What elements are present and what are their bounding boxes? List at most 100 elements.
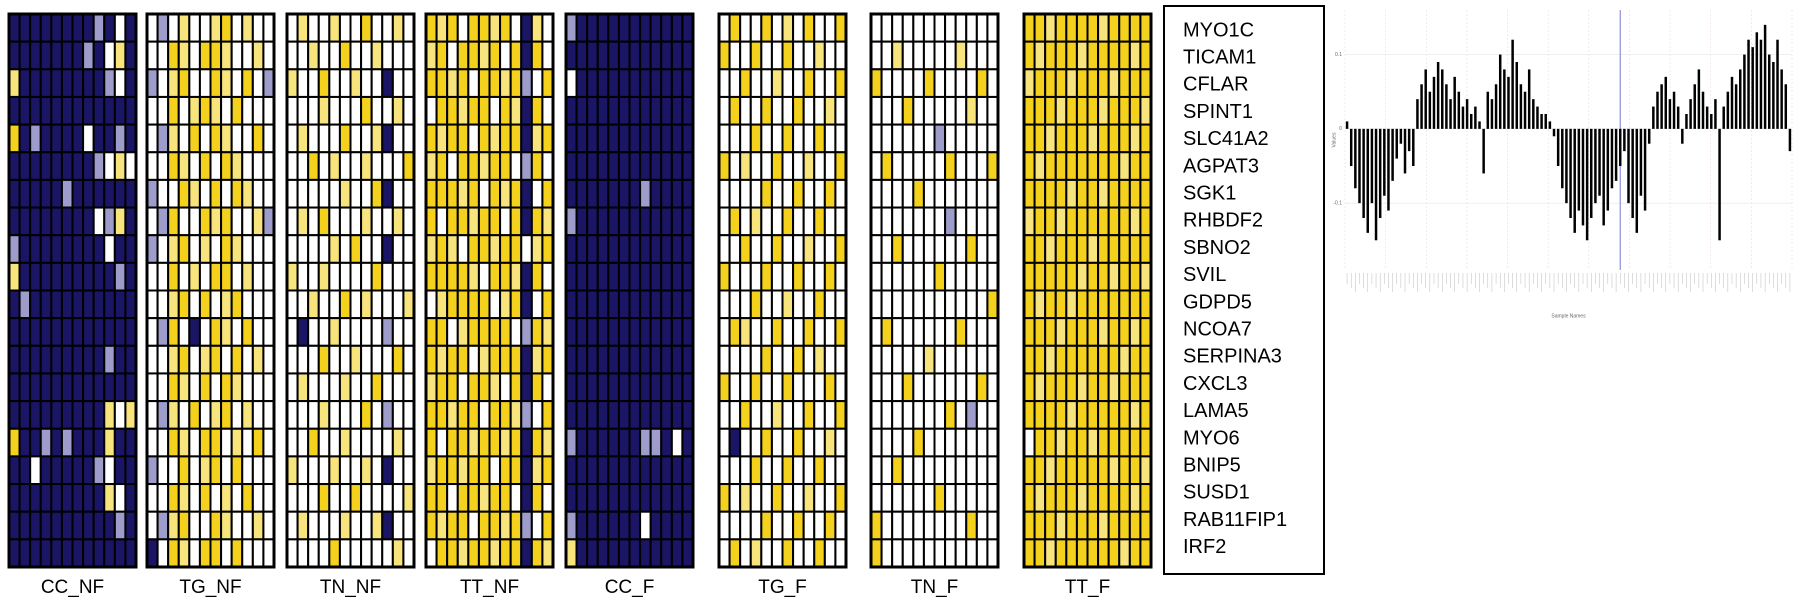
heat-cell	[251, 68, 265, 98]
heat-cell	[770, 344, 784, 375]
heat-cell	[146, 455, 159, 486]
heat-cell	[891, 510, 904, 541]
heat-cell	[933, 538, 947, 568]
heat-cell	[834, 538, 848, 568]
heat-cell	[891, 372, 904, 403]
bar	[1784, 84, 1788, 129]
heat-cell	[975, 483, 989, 513]
heat-cell	[575, 400, 589, 430]
heat-cell	[933, 123, 947, 154]
heat-cell	[286, 40, 299, 71]
heat-cell	[739, 317, 752, 347]
heat-cell	[338, 289, 352, 320]
heat-cell	[575, 483, 589, 513]
bar	[1515, 62, 1519, 129]
heat-cell	[880, 206, 894, 237]
heat-cell	[435, 455, 449, 486]
heat-cell	[146, 538, 159, 568]
heat-cell	[220, 151, 233, 181]
heat-cell	[446, 151, 459, 181]
heat-cell	[1097, 344, 1110, 375]
heat-cell	[82, 151, 95, 181]
heat-cell	[82, 234, 95, 264]
heat-cell	[520, 427, 533, 458]
heat-cell	[146, 40, 159, 71]
heat-cell	[901, 206, 915, 237]
heat-cell	[381, 178, 394, 209]
heat-cell	[986, 510, 1000, 541]
heat-cell	[639, 206, 652, 237]
heat-cell	[739, 40, 752, 71]
bar	[1478, 121, 1481, 129]
heat-cell	[446, 455, 459, 486]
heat-cell	[813, 178, 826, 209]
heat-cell	[167, 455, 180, 486]
heat-cell	[124, 95, 137, 126]
heat-cell	[954, 289, 968, 320]
heat-cell	[241, 261, 254, 292]
heat-cell	[349, 510, 363, 541]
heat-cell	[1097, 510, 1110, 541]
heat-cell	[649, 483, 663, 513]
heat-cell	[241, 234, 254, 264]
heat-cell	[349, 289, 363, 320]
heat-cell	[749, 234, 763, 264]
heat-cell	[760, 400, 773, 430]
heat-cell	[317, 400, 331, 430]
heat-cell	[425, 151, 438, 181]
bar	[1573, 128, 1576, 233]
heat-cell	[575, 68, 589, 98]
heat-cell	[82, 510, 95, 541]
bar	[1445, 84, 1448, 129]
heat-cell	[954, 344, 968, 375]
heat-cell	[286, 483, 299, 513]
heat-cell	[813, 40, 826, 71]
heat-cell	[188, 372, 201, 403]
heat-cell	[628, 317, 642, 347]
heat-cell	[530, 13, 544, 43]
heat-cell	[541, 68, 555, 98]
heat-cell	[1033, 455, 1047, 486]
heat-cell	[681, 123, 695, 154]
heat-cell	[1118, 13, 1131, 43]
heat-cell	[1054, 261, 1068, 292]
heat-cell	[1054, 510, 1068, 541]
heat-cell	[39, 538, 53, 568]
heat-cell	[607, 289, 620, 320]
heat-cell	[739, 455, 752, 486]
heat-cell	[870, 289, 883, 320]
heat-cell	[1139, 510, 1152, 541]
heat-cell	[986, 400, 1000, 430]
heat-cell	[286, 234, 299, 264]
heat-cell	[781, 68, 795, 98]
heat-cell	[660, 234, 673, 264]
heat-cell	[1065, 372, 1078, 403]
heat-cell	[749, 372, 763, 403]
heat-cell	[670, 427, 684, 458]
bar	[1618, 128, 1622, 166]
heat-cell	[530, 68, 544, 98]
bar	[1494, 84, 1498, 129]
heat-cell	[596, 538, 610, 568]
panel-label: TT_NF	[460, 577, 519, 598]
heat-cell	[262, 289, 275, 320]
heat-cell	[103, 261, 116, 292]
heat-cell	[823, 427, 837, 458]
heat-cell	[922, 317, 936, 347]
heat-cell	[520, 261, 533, 292]
heat-cell	[965, 400, 978, 430]
heat-cell	[728, 427, 742, 458]
heat-cell	[188, 317, 201, 347]
heat-cell	[1086, 400, 1100, 430]
heat-cell	[922, 510, 936, 541]
heat-cell	[813, 538, 826, 568]
heat-cell	[718, 455, 731, 486]
heat-cell	[1107, 68, 1121, 98]
heat-cell	[456, 151, 470, 181]
heat-cell	[639, 261, 652, 292]
heat-cell	[477, 178, 491, 209]
bar	[1585, 128, 1589, 241]
heat-cell	[209, 261, 223, 292]
heat-cell	[156, 40, 170, 71]
heat-cell	[628, 455, 642, 486]
